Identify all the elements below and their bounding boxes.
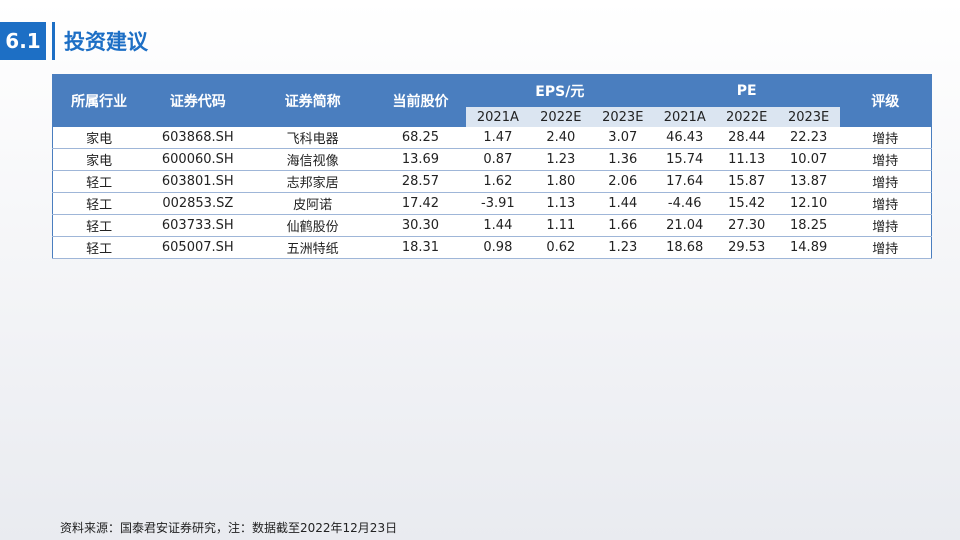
table-cell: 15.74 <box>653 148 716 171</box>
table-cell: 增持 <box>839 214 932 237</box>
table-cell: 海信视像 <box>250 148 376 171</box>
stock-table: 所属行业 证券代码 证券简称 当前股价 EPS/元 PE 评级 2021A 20… <box>52 74 932 259</box>
table-cell: 增持 <box>839 236 932 259</box>
header-row: 所属行业 证券代码 证券简称 当前股价 EPS/元 PE 评级 <box>52 74 932 127</box>
table-cell: 11.13 <box>715 148 778 171</box>
table-cell: 605007.SH <box>145 236 251 259</box>
table-cell: 10.07 <box>777 148 840 171</box>
subcolumn-header: 2021A <box>465 107 530 127</box>
column-header: EPS/元 <box>465 74 654 107</box>
table-cell: 30.30 <box>375 214 466 237</box>
table-cell: 1.36 <box>591 148 654 171</box>
source-note: 资料来源：国泰君安证券研究，注：数据截至2022年12月23日 <box>60 521 398 535</box>
table-row: 家电 603868.SH 飞科电器 68.25 1.47 2.40 3.07 46.43 28.… <box>52 127 932 149</box>
table-cell: 2.40 <box>529 127 592 149</box>
table-cell: 增持 <box>839 192 932 215</box>
table-body: 家电 603868.SH 飞科电器 68.25 1.47 2.40 3.07 46.43 28.… <box>52 127 932 259</box>
table-cell: 1.13 <box>529 192 592 215</box>
table-cell: 轻工 <box>52 236 146 259</box>
table-cell: 27.30 <box>715 214 778 237</box>
section-badge: 6.1 <box>0 22 46 60</box>
table-cell: 46.43 <box>653 127 716 149</box>
subcolumn-header: 2022E <box>715 107 778 127</box>
table-cell: 603868.SH <box>145 127 251 149</box>
table-cell: 1.11 <box>529 214 592 237</box>
slide-title: 投资建议 <box>64 30 148 54</box>
table-cell: 轻工 <box>52 170 146 193</box>
table-cell: 家电 <box>52 127 146 149</box>
table-cell: 15.87 <box>715 170 778 193</box>
table-row: 轻工 605007.SH 五洲特纸 18.31 0.98 0.62 1.23 18.68 29.… <box>52 236 932 259</box>
table-cell: -4.46 <box>653 192 716 215</box>
divider <box>52 22 55 60</box>
table-cell: 21.04 <box>653 214 716 237</box>
table-cell: 603801.SH <box>145 170 251 193</box>
table-cell: 1.80 <box>529 170 592 193</box>
table-row: 家电 600060.SH 海信视像 13.69 0.87 1.23 1.36 15.74 11.… <box>52 148 932 171</box>
table-cell: 603733.SH <box>145 214 251 237</box>
column-header: 证券简称 <box>250 74 376 127</box>
table-cell: 仙鹤股份 <box>250 214 376 237</box>
subcolumn-header: 2023E <box>591 107 654 127</box>
table-cell: 1.62 <box>465 170 530 193</box>
table-cell: 12.10 <box>777 192 840 215</box>
table-cell: 28.44 <box>715 127 778 149</box>
table-cell: 家电 <box>52 148 146 171</box>
table-cell: 28.57 <box>375 170 466 193</box>
table-cell: 轻工 <box>52 192 146 215</box>
table-cell: 1.23 <box>591 236 654 259</box>
subcolumn-header: 2023E <box>777 107 840 127</box>
table-cell: 3.07 <box>591 127 654 149</box>
table-cell: 轻工 <box>52 214 146 237</box>
table-cell: 0.98 <box>465 236 530 259</box>
table-cell: 增持 <box>839 170 932 193</box>
table-cell: 1.23 <box>529 148 592 171</box>
table-cell: 18.25 <box>777 214 840 237</box>
table-cell: 0.87 <box>465 148 530 171</box>
table-row: 轻工 002853.SZ 皮阿诺 17.42 -3.91 1.13 1.44 -4.46 15.… <box>52 192 932 215</box>
table-cell: 13.87 <box>777 170 840 193</box>
table-cell: 2.06 <box>591 170 654 193</box>
table-cell: 18.31 <box>375 236 466 259</box>
column-header: 评级 <box>839 74 932 127</box>
subcolumn-header: 2022E <box>529 107 592 127</box>
table-cell: 17.42 <box>375 192 466 215</box>
table-cell: 增持 <box>839 127 932 149</box>
column-header: 当前股价 <box>375 74 466 127</box>
table-cell: 13.69 <box>375 148 466 171</box>
table-cell: 002853.SZ <box>145 192 251 215</box>
table-cell: 增持 <box>839 148 932 171</box>
table-cell: 1.44 <box>465 214 530 237</box>
subheader-row: 2021A 2022E 2023E 2021A 2022E 2023E <box>53 107 932 127</box>
table-cell: 0.62 <box>529 236 592 259</box>
table-row: 轻工 603801.SH 志邦家居 28.57 1.62 1.80 2.06 17.64 15.… <box>52 170 932 193</box>
table-cell: 600060.SH <box>145 148 251 171</box>
table-cell: 1.44 <box>591 192 654 215</box>
table-cell: -3.91 <box>465 192 530 215</box>
column-header: 所属行业 <box>52 74 146 127</box>
table-cell: 17.64 <box>653 170 716 193</box>
table-cell: 15.42 <box>715 192 778 215</box>
table-cell: 1.47 <box>465 127 530 149</box>
table-cell: 68.25 <box>375 127 466 149</box>
table-row: 轻工 603733.SH 仙鹤股份 30.30 1.44 1.11 1.66 21.04 27.… <box>52 214 932 237</box>
table-cell: 29.53 <box>715 236 778 259</box>
table-cell: 五洲特纸 <box>250 236 376 259</box>
table-cell: 皮阿诺 <box>250 192 376 215</box>
table-cell: 14.89 <box>777 236 840 259</box>
table-cell: 22.23 <box>777 127 840 149</box>
column-header: PE <box>653 74 840 107</box>
subcolumn-header: 2021A <box>653 107 716 127</box>
table-cell: 志邦家居 <box>250 170 376 193</box>
table-cell: 18.68 <box>653 236 716 259</box>
table-cell: 飞科电器 <box>250 127 376 149</box>
column-header: 证券代码 <box>145 74 251 127</box>
table-cell: 1.66 <box>591 214 654 237</box>
